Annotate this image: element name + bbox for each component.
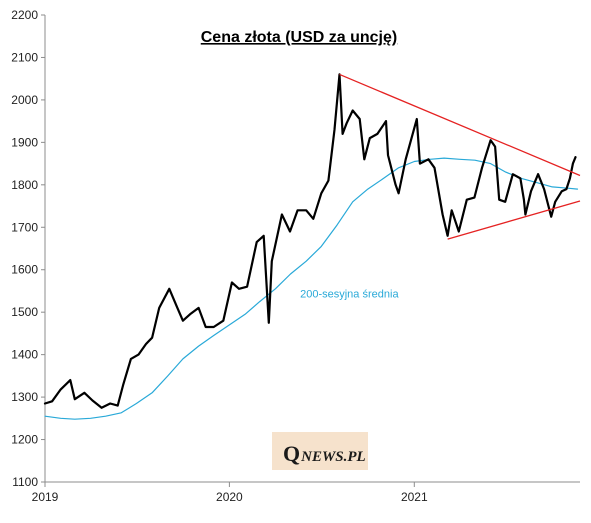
x-tick-label: 2019 bbox=[32, 490, 59, 504]
y-tick-label: 2100 bbox=[11, 50, 38, 64]
x-axis-ticks: 2019 2020 2021 bbox=[32, 482, 428, 504]
series-layer bbox=[43, 73, 579, 420]
watermark-text: QNEWS.PL bbox=[283, 441, 366, 466]
qnews-watermark: QNEWS.PL bbox=[272, 432, 368, 470]
y-tick-label: 1300 bbox=[11, 390, 38, 404]
y-tick-label: 2000 bbox=[11, 93, 38, 107]
y-axis-ticks: 1100 1200 1300 1400 1500 1600 1700 1800 1900 2000… bbox=[11, 8, 45, 489]
y-tick-label: 1800 bbox=[11, 178, 38, 192]
lower-trend-line bbox=[447, 200, 581, 240]
moving-average-label: 200-sesyjna średnia bbox=[300, 288, 399, 300]
watermark-box bbox=[272, 432, 368, 470]
y-tick-label: 2200 bbox=[11, 8, 38, 22]
y-tick-label: 1600 bbox=[11, 263, 38, 277]
annotations: 200-sesyjna średnia bbox=[300, 288, 399, 300]
y-tick-label: 1700 bbox=[11, 220, 38, 234]
chart-title: Cena złota (USD za uncję) bbox=[201, 29, 397, 46]
x-tick-label: 2020 bbox=[216, 490, 243, 504]
watermark-rest: NEWS.PL bbox=[300, 449, 366, 465]
y-tick-label: 1100 bbox=[12, 475, 38, 489]
y-tick-label: 1900 bbox=[11, 135, 38, 149]
y-tick-label: 1200 bbox=[11, 433, 38, 447]
gold-price-line bbox=[43, 73, 577, 409]
moving-average-line bbox=[44, 157, 579, 420]
y-tick-label: 1500 bbox=[11, 305, 38, 319]
watermark-q: Q bbox=[283, 441, 300, 466]
y-tick-label: 1400 bbox=[11, 348, 38, 362]
upper-trend-line bbox=[339, 73, 581, 177]
trend-lines bbox=[339, 73, 581, 240]
x-tick-label: 2021 bbox=[401, 490, 428, 504]
